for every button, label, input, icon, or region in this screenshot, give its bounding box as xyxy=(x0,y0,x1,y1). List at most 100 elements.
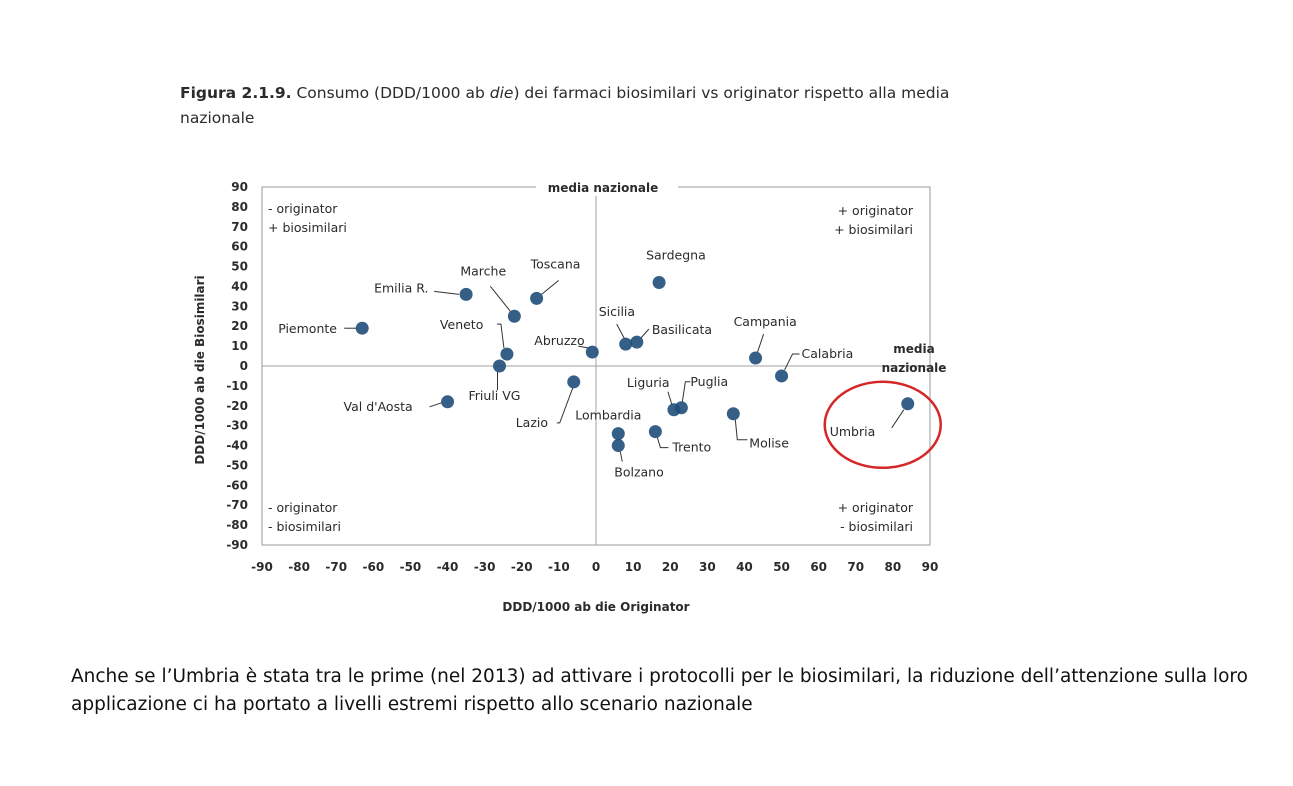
point-label-abruzzo: Abruzzo xyxy=(534,333,584,348)
y-tick-label: 40 xyxy=(231,279,248,293)
y-tick-label: -80 xyxy=(226,518,248,532)
y-tick-label: 0 xyxy=(240,359,248,373)
leader-line-molise xyxy=(734,419,748,441)
figure-number: Figura 2.1.9. xyxy=(180,84,292,102)
figure-title-part: Consumo (DDD/1000 ab xyxy=(291,84,490,102)
point-label-puglia: Puglia xyxy=(690,374,728,389)
y-tick-label: -50 xyxy=(226,458,248,472)
data-points xyxy=(355,275,942,470)
horizontal-reference-label-line2: nazionale xyxy=(882,361,947,375)
x-tick-label: 80 xyxy=(885,560,902,574)
leader-line-veneto xyxy=(496,323,505,349)
point-lombardia xyxy=(611,427,625,441)
point-molise xyxy=(726,407,740,421)
quadrant-label-bottom-right: + originator xyxy=(838,500,914,515)
point-label-trento: Trento xyxy=(671,440,711,455)
point-lazio xyxy=(567,375,581,389)
leader-line-marche xyxy=(489,285,511,312)
x-tick-label: -80 xyxy=(288,560,310,574)
point-label-emilia-r: Emilia R. xyxy=(374,280,428,295)
quadrant-label-top-left: - originator xyxy=(268,201,338,216)
leader-line-umbria xyxy=(891,409,905,429)
point-campania xyxy=(749,351,763,365)
y-tick-label: 10 xyxy=(231,339,248,353)
quadrant-label-bottom-left: - originator xyxy=(268,500,338,515)
y-tick-label: -70 xyxy=(226,498,248,512)
leader-line-sicilia xyxy=(616,323,626,340)
leader-line-toscana xyxy=(541,279,559,295)
scatter-chart: Piemonte Emilia R. Marche Toscana Veneto Friu… xyxy=(193,178,947,614)
point-emilia-r xyxy=(459,287,473,301)
point-label-sardegna: Sardegna xyxy=(646,247,706,262)
x-tick-label: -30 xyxy=(474,560,496,574)
y-tick-label: 60 xyxy=(231,240,248,254)
x-tick-label: -10 xyxy=(548,560,570,574)
point-abruzzo xyxy=(585,345,599,359)
point-val-d-aosta xyxy=(441,395,455,409)
point-label-basilicata: Basilicata xyxy=(652,322,712,337)
leader-line-trento xyxy=(656,437,669,449)
point-piemonte xyxy=(355,321,369,335)
point-label-umbria: Umbria xyxy=(830,424,876,439)
x-tick-label: -70 xyxy=(325,560,347,574)
leader-line-lazio xyxy=(556,387,574,424)
point-label-sicilia: Sicilia xyxy=(599,304,635,319)
point-trento xyxy=(648,425,662,439)
leader-line-calabria xyxy=(784,353,800,371)
x-tick-label: 60 xyxy=(810,560,827,574)
y-tick-label: -90 xyxy=(226,538,248,552)
y-tick-label: 20 xyxy=(231,319,248,333)
point-marche xyxy=(507,309,521,323)
x-axis-label: DDD/1000 ab die Originator xyxy=(502,600,689,614)
x-tick-label: 10 xyxy=(625,560,642,574)
point-label-piemonte: Piemonte xyxy=(278,321,337,336)
y-tick-label: 90 xyxy=(231,180,248,194)
point-umbria xyxy=(901,397,915,411)
point-basilicata xyxy=(630,335,644,349)
x-tick-label: 20 xyxy=(662,560,679,574)
quadrant-label-top-right: + biosimilari xyxy=(834,222,913,237)
leader-line-liguria xyxy=(667,391,673,405)
y-axis-ticks: 90 80 70 60 50 40 30 20 10 0 -10 -20 -30 -40 -50 -60 -70… xyxy=(226,180,248,552)
x-tick-label: -20 xyxy=(511,560,533,574)
point-label-campania: Campania xyxy=(734,314,797,329)
point-label-calabria: Calabria xyxy=(802,346,854,361)
point-label-lombardia: Lombardia xyxy=(575,408,641,423)
leader-line-emilia-r xyxy=(434,290,460,295)
point-puglia xyxy=(674,401,688,415)
x-tick-label: 30 xyxy=(699,560,716,574)
horizontal-reference-label-line1: media xyxy=(893,342,934,356)
figure-title-part: ) dei farmaci biosimilari vs originator … xyxy=(180,84,950,127)
vertical-reference-label: media nazionale xyxy=(548,181,659,195)
point-labels: Piemonte Emilia R. Marche Toscana Veneto Friu… xyxy=(278,247,875,479)
point-veneto xyxy=(500,347,514,361)
y-tick-label: 50 xyxy=(231,260,248,274)
point-label-marche: Marche xyxy=(460,263,506,278)
point-label-lazio: Lazio xyxy=(516,415,548,430)
highlight-circle xyxy=(823,380,942,470)
x-axis-ticks: -90 -80 -70 -60 -50 -40 -30 -20 -10 0 10 20 30 40 50 60… xyxy=(251,560,938,574)
x-tick-label: 50 xyxy=(773,560,790,574)
point-sardegna xyxy=(652,275,666,289)
point-label-veneto: Veneto xyxy=(440,317,483,332)
x-tick-label: 0 xyxy=(592,560,600,574)
point-bolzano xyxy=(611,439,625,453)
leader-line-basilicata xyxy=(640,328,650,339)
y-tick-label: 30 xyxy=(231,299,248,313)
x-tick-label: 70 xyxy=(847,560,864,574)
quadrant-label-bottom-left: - biosimilari xyxy=(268,519,341,534)
point-toscana xyxy=(530,291,544,305)
media-label-background xyxy=(536,178,678,196)
leader-line-bolzano xyxy=(619,451,623,462)
point-sicilia xyxy=(619,337,633,351)
caption-text: Anche se l’Umbria è stata tra le prime (… xyxy=(71,666,1248,715)
leader-lines xyxy=(344,279,905,462)
point-label-bolzano: Bolzano xyxy=(614,465,664,480)
y-tick-label: -60 xyxy=(226,478,248,492)
x-tick-label: 40 xyxy=(736,560,753,574)
y-tick-label: -40 xyxy=(226,439,248,453)
point-label-liguria: Liguria xyxy=(627,375,670,390)
quadrant-label-top-left: + biosimilari xyxy=(268,220,347,235)
quadrant-label-bottom-right: - biosimilari xyxy=(840,519,913,534)
y-tick-label: -20 xyxy=(226,399,248,413)
